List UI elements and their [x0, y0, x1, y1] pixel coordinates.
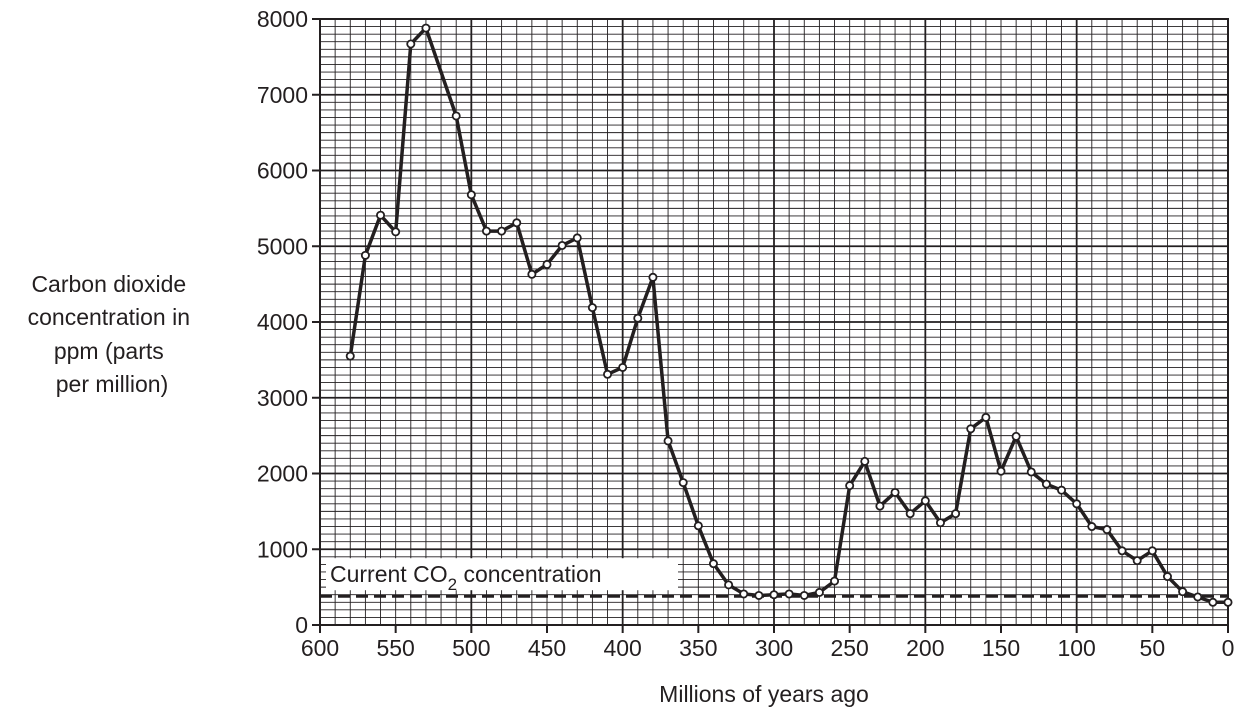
data-point [466, 190, 476, 200]
data-point [905, 509, 915, 519]
current-co2-label-main: Current CO [330, 561, 448, 587]
y-axis-title-line: ppm (parts [54, 338, 164, 364]
data-point [860, 456, 870, 466]
y-tick-labels: 0 1000 2000 3000 4000 5000 6000 7000 8000 [257, 6, 308, 638]
data-point [1072, 499, 1082, 509]
x-tick-label: 0 [1222, 635, 1235, 661]
x-tick-label: 550 [376, 635, 414, 661]
x-tick-label: 400 [603, 635, 641, 661]
data-point [1208, 597, 1218, 607]
data-point [391, 227, 401, 237]
data-point [1193, 592, 1203, 602]
y-tick-label: 2000 [257, 461, 308, 487]
y-axis-title-line: Carbon dioxide [31, 271, 186, 297]
y-tick-label: 4000 [257, 309, 308, 335]
x-tick-label: 350 [679, 635, 717, 661]
x-tick-label: 250 [830, 635, 868, 661]
data-point [875, 501, 885, 511]
data-point [1057, 485, 1067, 495]
x-tick-label: 600 [301, 635, 339, 661]
data-point [542, 259, 552, 269]
data-point [1162, 572, 1172, 582]
data-point [784, 589, 794, 599]
data-point [799, 590, 809, 600]
data-point [481, 226, 491, 236]
data-point [406, 39, 416, 49]
y-tick-label: 7000 [257, 82, 308, 108]
y-tick-label: 8000 [257, 6, 308, 32]
data-point [693, 521, 703, 531]
data-point [966, 424, 976, 434]
data-point [618, 362, 628, 372]
data-point [376, 210, 386, 220]
data-point [648, 272, 658, 282]
data-point [830, 576, 840, 586]
data-point [1223, 597, 1233, 607]
y-axis-title-line: per million) [56, 371, 168, 397]
x-tick-label: 200 [906, 635, 944, 661]
y-tick-label: 0 [295, 612, 308, 638]
y-axis-title: Carbon dioxide concentration in ppm (par… [28, 271, 197, 397]
data-point [512, 218, 522, 228]
data-point [814, 587, 824, 597]
co2-series-points [345, 23, 1233, 607]
data-point [587, 303, 597, 313]
data-point [1102, 525, 1112, 535]
data-point [769, 590, 779, 600]
data-point [633, 313, 643, 323]
data-point [935, 518, 945, 528]
y-tick-label: 1000 [257, 536, 308, 562]
data-point [663, 436, 673, 446]
reference-label-background [326, 558, 678, 591]
data-point [1178, 587, 1188, 597]
data-point [981, 412, 991, 422]
data-point [951, 509, 961, 519]
data-point [360, 250, 370, 260]
data-point [603, 369, 613, 379]
axis-ticks [312, 18, 1229, 633]
data-point [1011, 431, 1021, 441]
data-point [890, 487, 900, 497]
data-point [739, 589, 749, 599]
data-point [572, 233, 582, 243]
data-point [1087, 522, 1097, 532]
data-point [1041, 479, 1051, 489]
data-point [1117, 546, 1127, 556]
data-point [678, 478, 688, 488]
current-co2-label-rest: concentration [457, 561, 601, 587]
data-point [996, 466, 1006, 476]
x-tick-labels: 600 550 500 450 400 350 300 250 200 150 100 50 0 [301, 635, 1235, 661]
co2-series-line [348, 26, 1228, 605]
x-tick-label: 150 [982, 635, 1020, 661]
y-tick-label: 6000 [257, 158, 308, 184]
data-point [421, 23, 431, 33]
data-point [345, 351, 355, 361]
current-co2-label: Current CO2 concentration [330, 561, 602, 594]
data-point [497, 226, 507, 236]
y-tick-label: 3000 [257, 385, 308, 411]
current-co2-label-subscript: 2 [448, 575, 457, 594]
x-tick-label: 100 [1057, 635, 1095, 661]
data-point [754, 590, 764, 600]
data-point [527, 269, 537, 279]
data-point [557, 240, 567, 250]
x-tick-label: 450 [528, 635, 566, 661]
data-point [1147, 546, 1157, 556]
data-point [1026, 467, 1036, 477]
data-point [1132, 556, 1142, 566]
data-point [724, 580, 734, 590]
x-tick-label: 50 [1140, 635, 1166, 661]
x-tick-label: 300 [755, 635, 793, 661]
x-axis-title: Millions of years ago [659, 681, 869, 707]
y-tick-label: 5000 [257, 233, 308, 259]
data-point [451, 111, 461, 121]
data-point [845, 481, 855, 491]
y-axis-title-line: concentration in [28, 304, 190, 330]
data-point [920, 496, 930, 506]
x-tick-label: 500 [452, 635, 490, 661]
data-point [708, 559, 718, 569]
